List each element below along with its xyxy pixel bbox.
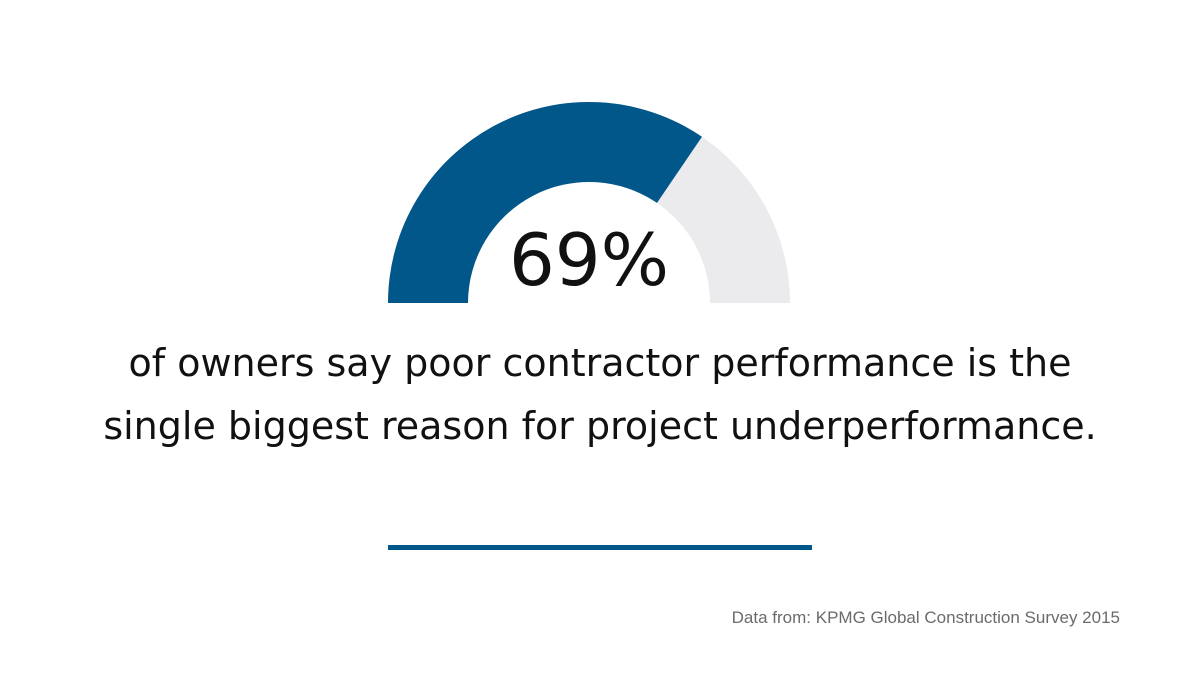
statement-text: of owners say poor contractor performanc… xyxy=(103,341,1097,448)
gauge-chart: 69% xyxy=(388,102,790,303)
gauge-fill xyxy=(388,102,702,303)
source-note: Data from: KPMG Global Construction Surv… xyxy=(731,608,1120,627)
divider-line xyxy=(388,545,812,550)
gauge-value-label: 69% xyxy=(509,218,669,302)
